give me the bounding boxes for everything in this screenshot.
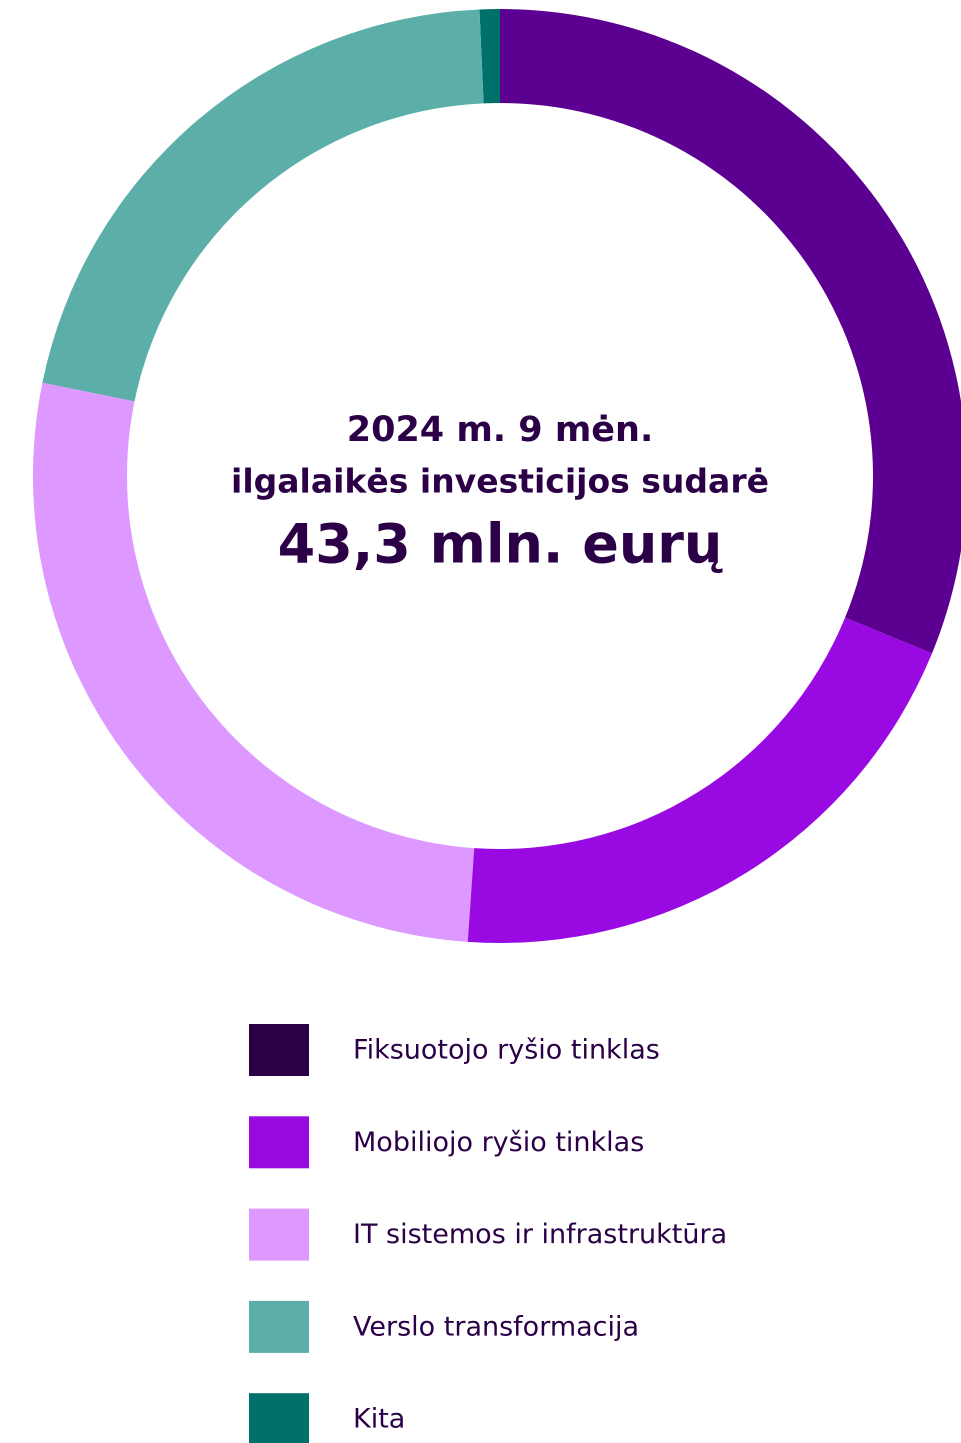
total-label: 43,3 mln. eurų <box>278 513 723 576</box>
donut-slice <box>32 382 475 942</box>
legend-label: Mobiliojo ryšio tinklas <box>353 1127 644 1158</box>
legend-label: Fiksuotojo ryšio tinklas <box>353 1035 660 1066</box>
legend-swatch <box>249 1208 309 1261</box>
legend-swatch <box>249 1024 309 1076</box>
legend-label: IT sistemos ir infrastruktūra <box>353 1219 727 1250</box>
donut-slice <box>467 617 933 943</box>
donut-slice <box>500 9 961 654</box>
legend-swatch <box>249 1393 309 1443</box>
legend-swatch <box>249 1300 309 1353</box>
legend-label: Verslo transformacija <box>353 1311 639 1342</box>
chart-title: 2024 m. 9 mėn. <box>347 410 654 450</box>
donut-slice <box>479 9 500 104</box>
donut-slice <box>42 9 484 402</box>
legend-label: Kita <box>353 1404 405 1435</box>
chart-title: ilgalaikės investicijos sudarė <box>231 462 769 501</box>
legend-swatch <box>249 1116 309 1169</box>
